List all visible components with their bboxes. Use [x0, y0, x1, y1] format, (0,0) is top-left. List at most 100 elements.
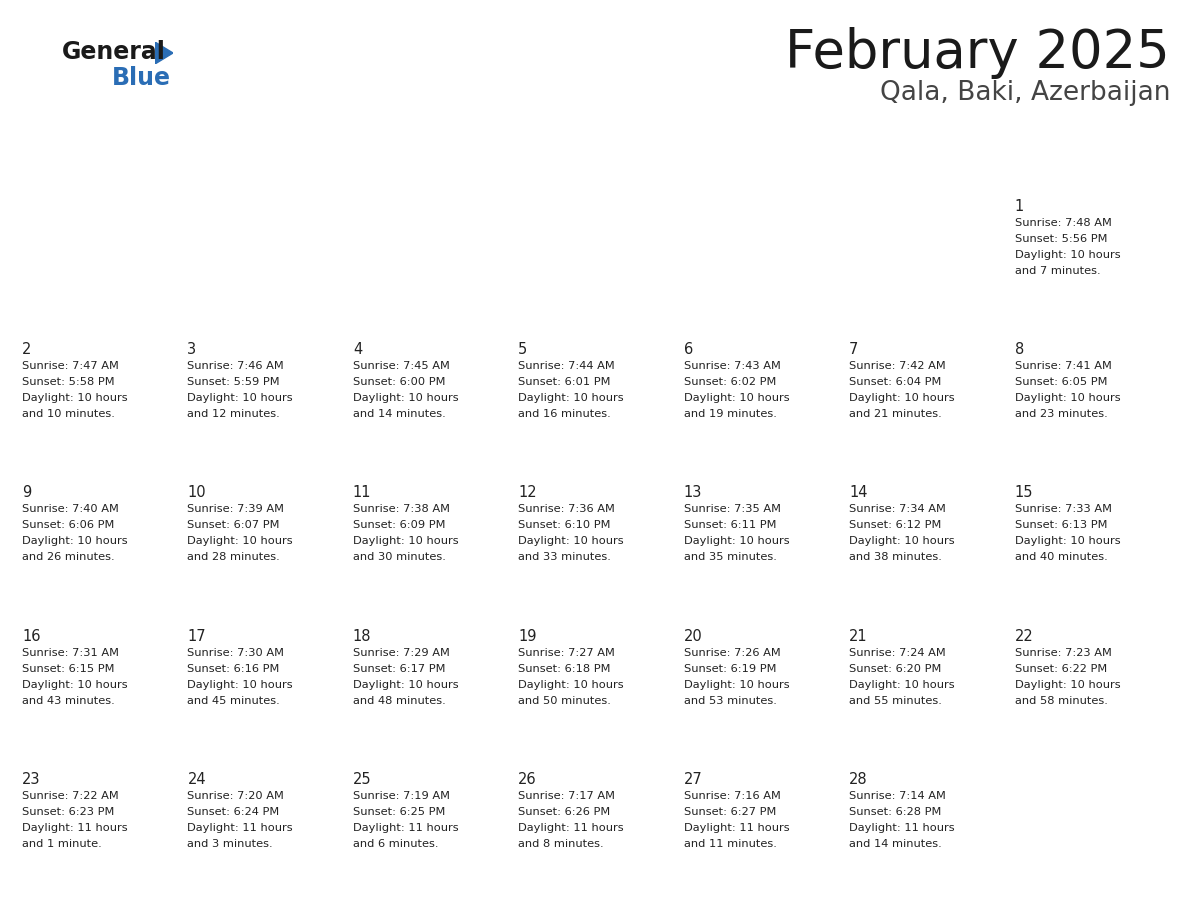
Text: Sunset: 6:00 PM: Sunset: 6:00 PM [353, 377, 446, 387]
Text: 25: 25 [353, 772, 372, 787]
Text: 20: 20 [684, 629, 702, 644]
Text: and 33 minutes.: and 33 minutes. [518, 553, 611, 563]
Text: and 38 minutes.: and 38 minutes. [849, 553, 942, 563]
Text: 24: 24 [188, 772, 206, 787]
Text: February 2025: February 2025 [785, 27, 1170, 79]
Text: Sunset: 5:58 PM: Sunset: 5:58 PM [23, 377, 114, 387]
Text: and 45 minutes.: and 45 minutes. [188, 696, 280, 706]
Text: Daylight: 10 hours: Daylight: 10 hours [23, 393, 127, 403]
Text: Daylight: 11 hours: Daylight: 11 hours [188, 823, 293, 833]
Text: and 14 minutes.: and 14 minutes. [849, 839, 942, 849]
Text: Sunrise: 7:26 AM: Sunrise: 7:26 AM [684, 647, 781, 657]
Text: Daylight: 10 hours: Daylight: 10 hours [684, 393, 789, 403]
Text: Sunset: 6:20 PM: Sunset: 6:20 PM [849, 664, 942, 674]
Text: Sunrise: 7:36 AM: Sunrise: 7:36 AM [518, 504, 615, 514]
Text: Daylight: 10 hours: Daylight: 10 hours [849, 679, 955, 689]
Text: and 23 minutes.: and 23 minutes. [1015, 409, 1107, 420]
Text: Sunset: 5:59 PM: Sunset: 5:59 PM [188, 377, 280, 387]
Text: and 30 minutes.: and 30 minutes. [353, 553, 446, 563]
Text: and 43 minutes.: and 43 minutes. [23, 696, 115, 706]
Text: Blue: Blue [112, 66, 171, 90]
Text: Sunset: 6:24 PM: Sunset: 6:24 PM [188, 807, 279, 817]
Text: Daylight: 10 hours: Daylight: 10 hours [518, 393, 624, 403]
Text: and 3 minutes.: and 3 minutes. [188, 839, 273, 849]
Text: and 55 minutes.: and 55 minutes. [849, 696, 942, 706]
Text: Sunrise: 7:47 AM: Sunrise: 7:47 AM [23, 361, 119, 371]
Text: 13: 13 [684, 486, 702, 500]
Text: Sunrise: 7:41 AM: Sunrise: 7:41 AM [1015, 361, 1112, 371]
Text: 26: 26 [518, 772, 537, 787]
Text: Daylight: 10 hours: Daylight: 10 hours [23, 679, 127, 689]
Text: and 35 minutes.: and 35 minutes. [684, 553, 777, 563]
Text: and 12 minutes.: and 12 minutes. [188, 409, 280, 420]
Text: Sunset: 6:17 PM: Sunset: 6:17 PM [353, 664, 446, 674]
Text: and 50 minutes.: and 50 minutes. [518, 696, 611, 706]
Text: Sunset: 6:26 PM: Sunset: 6:26 PM [518, 807, 611, 817]
Text: Sunset: 6:06 PM: Sunset: 6:06 PM [23, 521, 114, 531]
Text: Sunset: 6:01 PM: Sunset: 6:01 PM [518, 377, 611, 387]
Text: Sunrise: 7:19 AM: Sunrise: 7:19 AM [353, 790, 450, 800]
Text: Daylight: 10 hours: Daylight: 10 hours [684, 679, 789, 689]
Text: Sunset: 6:05 PM: Sunset: 6:05 PM [1015, 377, 1107, 387]
Text: 22: 22 [1015, 629, 1034, 644]
Text: Daylight: 10 hours: Daylight: 10 hours [1015, 393, 1120, 403]
Text: Sunset: 6:22 PM: Sunset: 6:22 PM [1015, 664, 1107, 674]
Text: Sunset: 6:25 PM: Sunset: 6:25 PM [353, 807, 446, 817]
Text: Daylight: 11 hours: Daylight: 11 hours [518, 823, 624, 833]
Text: Sunset: 6:09 PM: Sunset: 6:09 PM [353, 521, 446, 531]
Text: Wednesday: Wednesday [519, 169, 614, 184]
Text: Sunrise: 7:23 AM: Sunrise: 7:23 AM [1015, 647, 1112, 657]
Text: Sunrise: 7:24 AM: Sunrise: 7:24 AM [849, 647, 946, 657]
Text: 12: 12 [518, 486, 537, 500]
Text: and 28 minutes.: and 28 minutes. [188, 553, 280, 563]
Text: Sunrise: 7:29 AM: Sunrise: 7:29 AM [353, 647, 450, 657]
Text: and 10 minutes.: and 10 minutes. [23, 409, 115, 420]
Text: Sunrise: 7:44 AM: Sunrise: 7:44 AM [518, 361, 615, 371]
Text: 7: 7 [849, 342, 859, 357]
Text: Sunset: 6:10 PM: Sunset: 6:10 PM [518, 521, 611, 531]
Text: Daylight: 10 hours: Daylight: 10 hours [684, 536, 789, 546]
Text: Daylight: 10 hours: Daylight: 10 hours [518, 679, 624, 689]
Text: Sunset: 5:56 PM: Sunset: 5:56 PM [1015, 234, 1107, 244]
Text: Daylight: 11 hours: Daylight: 11 hours [849, 823, 955, 833]
Text: Daylight: 10 hours: Daylight: 10 hours [353, 393, 459, 403]
Text: Sunset: 6:02 PM: Sunset: 6:02 PM [684, 377, 776, 387]
Text: Daylight: 10 hours: Daylight: 10 hours [1015, 679, 1120, 689]
Text: 2: 2 [23, 342, 31, 357]
Text: and 53 minutes.: and 53 minutes. [684, 696, 777, 706]
Text: 16: 16 [23, 629, 40, 644]
Text: Daylight: 10 hours: Daylight: 10 hours [1015, 536, 1120, 546]
Text: and 16 minutes.: and 16 minutes. [518, 409, 611, 420]
Text: Sunset: 6:13 PM: Sunset: 6:13 PM [1015, 521, 1107, 531]
Text: 18: 18 [353, 629, 372, 644]
Text: 5: 5 [518, 342, 527, 357]
Text: Sunrise: 7:14 AM: Sunrise: 7:14 AM [849, 790, 946, 800]
Text: Tuesday: Tuesday [354, 169, 421, 184]
Text: 28: 28 [849, 772, 867, 787]
Text: Sunset: 6:11 PM: Sunset: 6:11 PM [684, 521, 776, 531]
Text: Sunrise: 7:27 AM: Sunrise: 7:27 AM [518, 647, 615, 657]
Text: and 8 minutes.: and 8 minutes. [518, 839, 604, 849]
Text: 8: 8 [1015, 342, 1024, 357]
Text: General: General [62, 40, 166, 64]
Text: and 11 minutes.: and 11 minutes. [684, 839, 777, 849]
Text: Sunrise: 7:43 AM: Sunrise: 7:43 AM [684, 361, 781, 371]
Text: Sunrise: 7:45 AM: Sunrise: 7:45 AM [353, 361, 450, 371]
Text: 15: 15 [1015, 486, 1034, 500]
Text: Sunset: 6:18 PM: Sunset: 6:18 PM [518, 664, 611, 674]
Text: Sunrise: 7:31 AM: Sunrise: 7:31 AM [23, 647, 119, 657]
Text: Daylight: 10 hours: Daylight: 10 hours [518, 536, 624, 546]
Text: Qala, Baki, Azerbaijan: Qala, Baki, Azerbaijan [879, 80, 1170, 106]
Text: 21: 21 [849, 629, 867, 644]
Text: Daylight: 11 hours: Daylight: 11 hours [23, 823, 127, 833]
Text: Daylight: 10 hours: Daylight: 10 hours [849, 536, 955, 546]
Text: 6: 6 [684, 342, 693, 357]
Text: Sunrise: 7:33 AM: Sunrise: 7:33 AM [1015, 504, 1112, 514]
Text: Daylight: 10 hours: Daylight: 10 hours [353, 679, 459, 689]
Text: Sunset: 6:28 PM: Sunset: 6:28 PM [849, 807, 942, 817]
Text: 3: 3 [188, 342, 196, 357]
Text: and 1 minute.: and 1 minute. [23, 839, 102, 849]
Text: Sunrise: 7:42 AM: Sunrise: 7:42 AM [849, 361, 946, 371]
Text: Sunset: 6:04 PM: Sunset: 6:04 PM [849, 377, 942, 387]
Text: and 21 minutes.: and 21 minutes. [849, 409, 942, 420]
